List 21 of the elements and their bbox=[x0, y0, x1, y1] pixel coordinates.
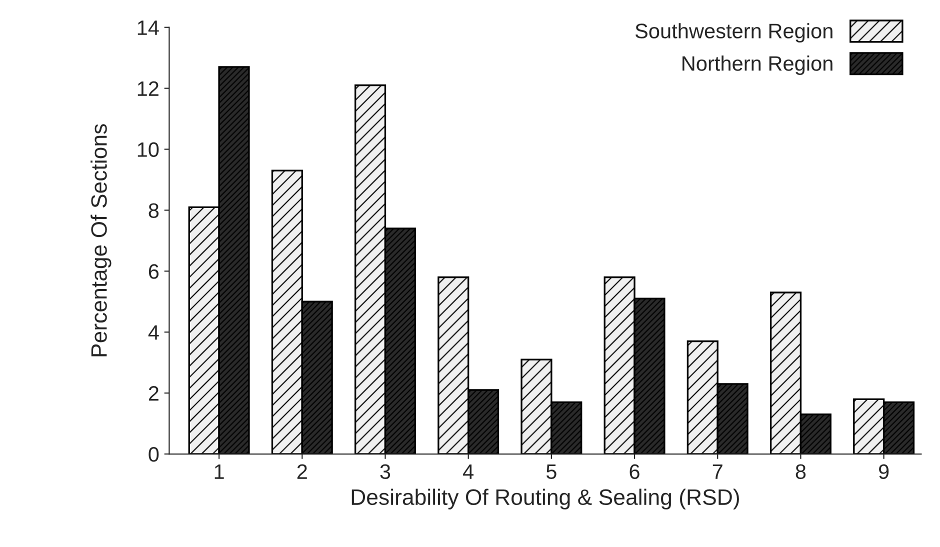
y-tick-label: 0 bbox=[148, 447, 159, 462]
x-tick-label: 9 bbox=[878, 464, 889, 480]
legend-label: Northern Region bbox=[682, 56, 832, 75]
x-tick-label: 4 bbox=[463, 464, 474, 479]
x-tick-label: 3 bbox=[380, 464, 390, 480]
x-tick-label: 7 bbox=[712, 464, 722, 479]
y-axis-title: Percentage Of Sections bbox=[90, 124, 112, 356]
y-tick-label: 4 bbox=[148, 325, 159, 340]
y-tick-label: 2 bbox=[148, 386, 158, 401]
y-tick-label: 14 bbox=[138, 20, 159, 35]
x-tick-label: 5 bbox=[546, 464, 556, 480]
x-tick-label: 2 bbox=[297, 464, 307, 479]
y-tick-label: 12 bbox=[138, 81, 158, 96]
y-tick-label: 6 bbox=[148, 264, 159, 279]
x-tick-label: 8 bbox=[796, 464, 806, 480]
x-tick-label: 6 bbox=[630, 464, 640, 480]
y-tick-label: 10 bbox=[138, 142, 159, 158]
legend-label: Southwestern Region bbox=[635, 23, 832, 43]
x-tick-label: 1 bbox=[214, 464, 224, 479]
y-tick-label: 8 bbox=[148, 203, 159, 218]
x-axis-title: Desirability Of Routing & Sealing (RSD) bbox=[352, 488, 739, 510]
